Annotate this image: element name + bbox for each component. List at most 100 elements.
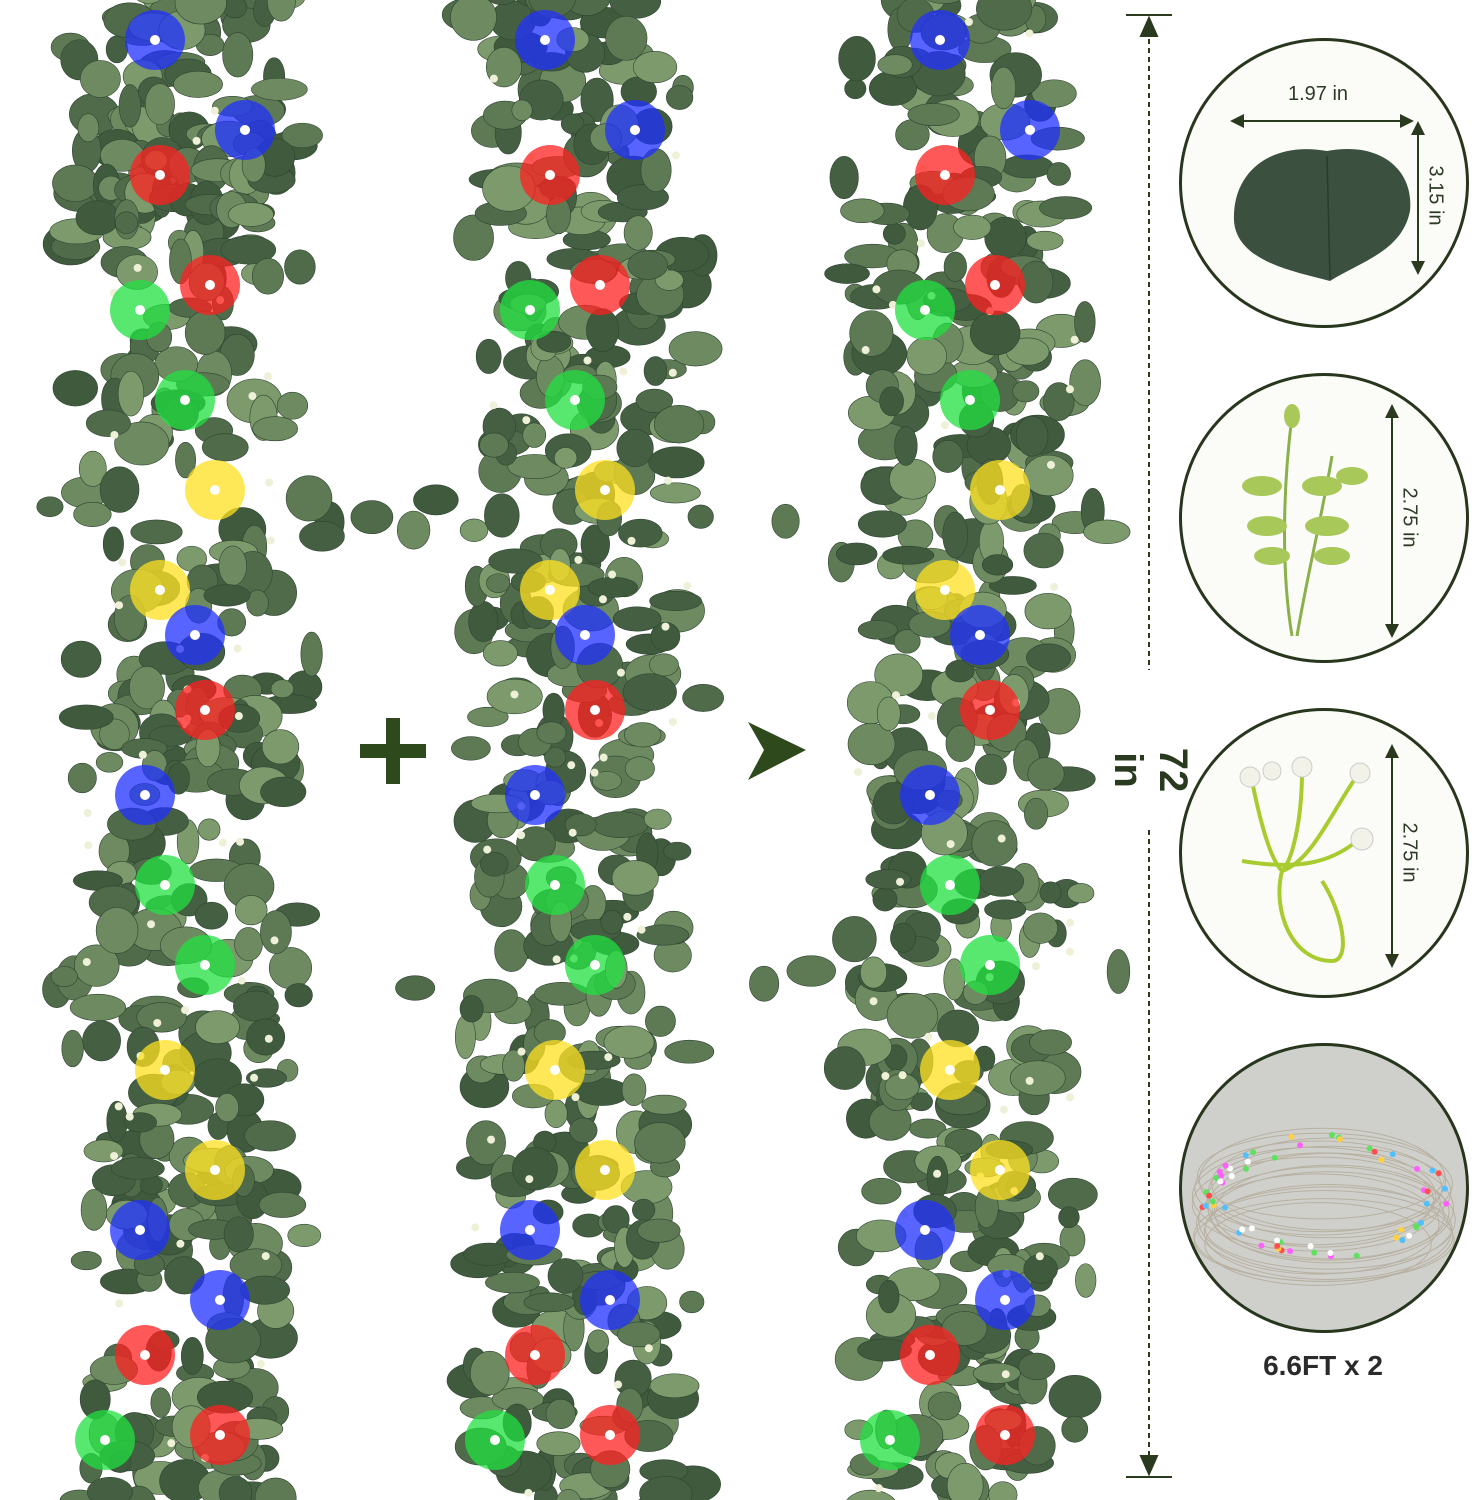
light-core — [605, 1430, 615, 1440]
berry — [567, 761, 576, 770]
leaf — [882, 545, 935, 565]
mini-led — [1406, 1232, 1413, 1239]
berry — [192, 136, 201, 145]
berry — [683, 581, 692, 590]
light-core — [1000, 1295, 1010, 1305]
light-core — [155, 585, 165, 595]
berry — [619, 367, 628, 376]
leaf — [637, 1218, 681, 1243]
leaf — [1031, 79, 1077, 108]
leaf — [114, 421, 170, 466]
leaf — [569, 1117, 598, 1144]
leaf — [1074, 301, 1096, 343]
leaf — [480, 852, 509, 877]
leaf — [536, 721, 567, 745]
mini-led — [1435, 1170, 1442, 1177]
leaf — [945, 725, 976, 763]
berry — [471, 1223, 480, 1232]
berry — [571, 1093, 580, 1102]
leaf — [281, 122, 323, 148]
leaf — [623, 215, 653, 251]
leaf — [469, 1350, 510, 1396]
leaf — [218, 1476, 253, 1500]
leaf — [117, 370, 145, 417]
berry — [1065, 947, 1074, 956]
leaf — [261, 729, 300, 765]
leaf — [1029, 1029, 1072, 1056]
leaf — [943, 251, 967, 282]
leaf — [252, 416, 298, 442]
berry — [583, 356, 592, 365]
berry — [1065, 385, 1074, 394]
leaf — [174, 0, 227, 25]
berry — [668, 717, 677, 726]
berry — [236, 837, 245, 846]
leaf — [645, 1005, 676, 1037]
mini-led — [1311, 1249, 1318, 1256]
leaf — [300, 631, 323, 677]
leaf — [99, 718, 130, 750]
mini-led — [1213, 1175, 1220, 1182]
berry — [997, 834, 1006, 843]
leaf — [512, 1147, 558, 1191]
leaf — [835, 542, 878, 566]
leaf — [482, 640, 518, 667]
berry — [147, 920, 156, 929]
leaf — [1018, 1352, 1056, 1381]
leaf — [488, 0, 516, 6]
leaf — [643, 808, 672, 830]
leaf — [486, 573, 511, 593]
leaf — [602, 1205, 630, 1234]
leaf — [1024, 797, 1049, 830]
berry — [487, 1135, 496, 1144]
leaf — [587, 1329, 609, 1354]
leaf — [824, 263, 870, 284]
berry — [604, 1053, 613, 1062]
berry — [916, 239, 925, 248]
leaf — [653, 404, 705, 444]
mini-led — [1242, 1165, 1249, 1172]
light-core — [580, 630, 590, 640]
light-core — [210, 1165, 220, 1175]
leaf — [1023, 532, 1064, 569]
string-lights-caption: 6.6FT x 2 — [1263, 1350, 1383, 1381]
leaf — [560, 113, 585, 135]
mini-led — [1424, 1188, 1431, 1195]
leaf — [73, 944, 120, 987]
light-core — [155, 170, 165, 180]
leaf — [927, 1391, 962, 1421]
leaf — [150, 1387, 172, 1418]
leaf — [878, 1279, 900, 1314]
berry — [663, 476, 672, 485]
berry — [891, 691, 900, 700]
light-core — [135, 305, 145, 315]
leaf — [522, 422, 547, 448]
leaf — [223, 1216, 254, 1253]
mini-led — [1371, 1148, 1378, 1155]
eucalyptus-leaf-icon — [1230, 114, 1425, 281]
berry — [263, 372, 272, 381]
light-core — [530, 1350, 540, 1360]
berry — [138, 750, 147, 759]
leaf — [80, 1188, 108, 1231]
berry — [265, 478, 274, 487]
light-core — [545, 170, 555, 180]
light-core — [550, 1065, 560, 1075]
berry — [176, 1239, 185, 1248]
string-lights-detail-circle — [1179, 1043, 1469, 1333]
light-core — [140, 1350, 150, 1360]
light-core — [1000, 1430, 1010, 1440]
mini-led — [1222, 1162, 1229, 1169]
berry — [270, 936, 279, 945]
leaf — [636, 924, 690, 946]
leaf — [600, 910, 624, 935]
leaf — [562, 0, 611, 16]
light-core — [160, 880, 170, 890]
leaf — [69, 993, 127, 1021]
light-core — [200, 960, 210, 970]
berry — [1070, 335, 1079, 344]
berry — [999, 1105, 1008, 1114]
wire-loop — [1207, 1152, 1454, 1264]
berry — [489, 74, 498, 83]
leaf — [1027, 757, 1065, 791]
